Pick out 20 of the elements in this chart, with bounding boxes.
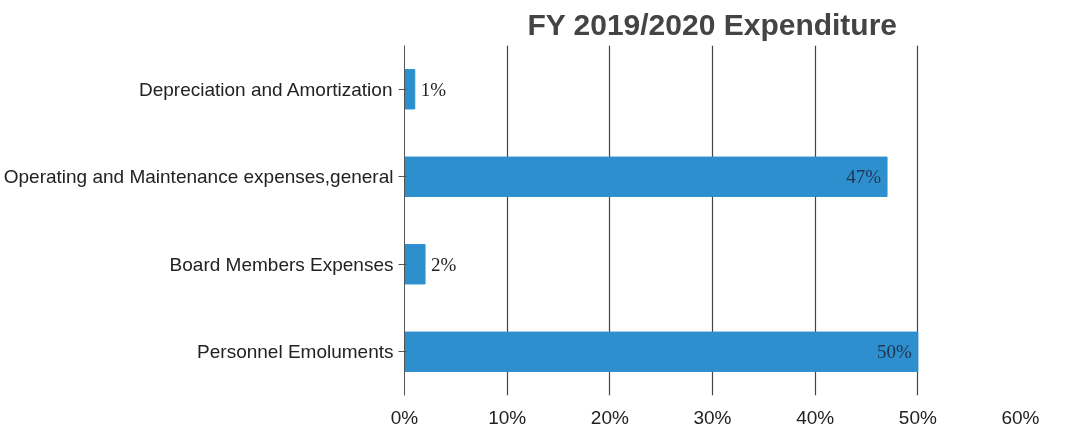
data-label: 47%: [846, 166, 882, 188]
bar: [404, 331, 919, 372]
x-tick-label: 40%: [796, 406, 835, 428]
x-tick-label: 30%: [693, 406, 732, 428]
y-tick-label: Depreciation and Amortization: [138, 78, 393, 100]
data-label: 2%: [431, 253, 457, 275]
bar: [404, 69, 416, 110]
x-tick-label: 50%: [898, 406, 937, 428]
y-tick-label: Operating and Maintenance expenses,general: [3, 166, 394, 188]
bar: [404, 156, 888, 197]
x-tick-label: 10%: [488, 406, 527, 428]
chart-title: FY 2019/2020 Expenditure: [527, 7, 898, 41]
data-label: 1%: [420, 78, 447, 100]
bar: [404, 244, 426, 285]
data-label: 50%: [877, 341, 913, 363]
x-tick-label: 20%: [590, 406, 629, 428]
x-tick-label: 0%: [390, 406, 419, 428]
y-tick-label: Personnel Emoluments: [197, 341, 394, 363]
x-tick-label: 60%: [1001, 406, 1040, 428]
y-tick-label: Board Members Expenses: [169, 253, 394, 275]
